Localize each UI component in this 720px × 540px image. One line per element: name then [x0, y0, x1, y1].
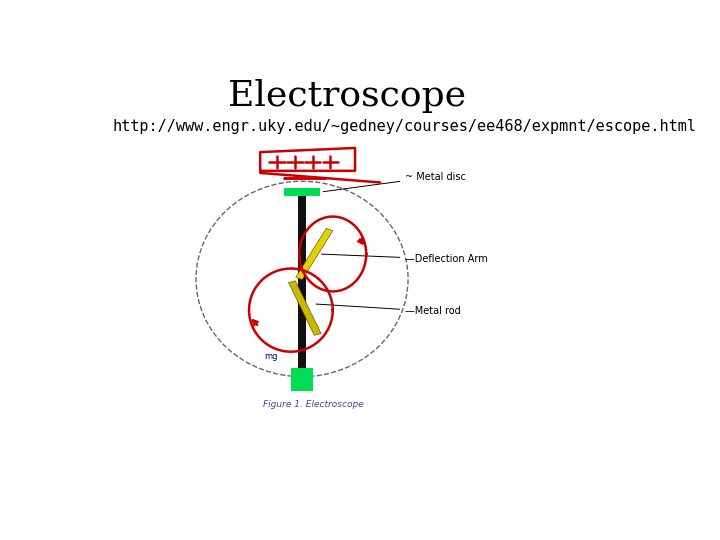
- Text: mg: mg: [265, 352, 278, 361]
- Text: Electroscope: Electroscope: [228, 79, 466, 113]
- Text: ~ Metal disc: ~ Metal disc: [323, 172, 466, 192]
- Text: —Deflection Arm: —Deflection Arm: [322, 254, 488, 264]
- Polygon shape: [296, 228, 333, 280]
- Polygon shape: [289, 281, 321, 335]
- Text: —Metal rod: —Metal rod: [316, 304, 461, 316]
- Text: http://www.engr.uky.edu/~gedney/courses/ee468/expmnt/escope.html: http://www.engr.uky.edu/~gedney/courses/…: [112, 119, 696, 134]
- FancyBboxPatch shape: [292, 368, 312, 391]
- Text: Figure 1. Electroscope: Figure 1. Electroscope: [263, 400, 364, 409]
- FancyBboxPatch shape: [284, 188, 320, 196]
- FancyBboxPatch shape: [298, 196, 306, 370]
